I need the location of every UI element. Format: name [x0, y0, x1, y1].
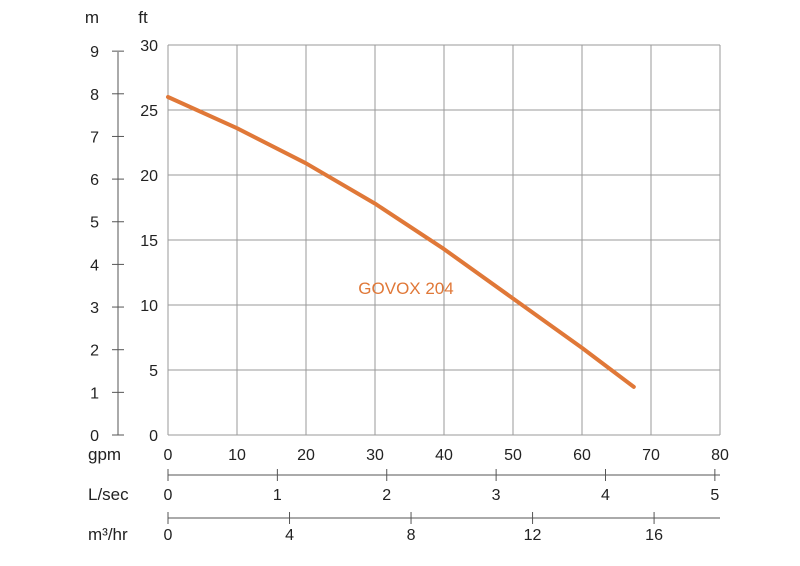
gpm-tick-label: 40	[435, 447, 453, 464]
gpm-tick-label: 80	[711, 447, 729, 464]
meters-tick-label: 0	[90, 428, 99, 445]
liters-per-second-axis-unit: L/sec	[88, 485, 129, 504]
gpm-tick-label: 10	[228, 447, 246, 464]
meters-tick-label: 2	[90, 343, 99, 360]
meters-tick-label: 6	[90, 172, 99, 189]
gpm-axis: 0 10 20 30 40 50 60 70 80 gpm	[88, 445, 729, 464]
feet-axis: 0 5 10 15 20 25 30 ft	[138, 8, 158, 445]
gpm-tick-label: 30	[366, 447, 384, 464]
liters-per-second-tick-label: 2	[382, 487, 391, 504]
liters-per-second-tick-label: 1	[273, 487, 282, 504]
cubic-meters-per-hour-tick-label: 16	[645, 527, 663, 544]
meters-axis-unit: m	[85, 8, 99, 27]
cubic-meters-per-hour-tick-label: 4	[285, 527, 294, 544]
gpm-axis-unit: gpm	[88, 445, 121, 464]
cubic-meters-per-hour-axis-unit: m³/hr	[88, 525, 128, 544]
liters-per-second-axis: 0 1 2 3 4 5 L/sec	[88, 469, 720, 504]
grid	[167, 44, 721, 436]
cubic-meters-per-hour-axis: 0 4 8 12 16 m³/hr	[88, 512, 720, 544]
cubic-meters-per-hour-tick-label: 0	[164, 527, 173, 544]
meters-tick-label: 1	[90, 385, 99, 402]
meters-tick-label: 5	[90, 215, 99, 232]
ft-tick-label: 5	[149, 363, 158, 380]
meters-axis: 0 1 2 3 4 5 6 7 8 9 m	[85, 8, 124, 445]
meters-tick-label: 9	[90, 44, 99, 61]
meters-tick-label: 4	[90, 257, 99, 274]
liters-per-second-tick-label: 0	[164, 487, 173, 504]
series-label-govox-204: GOVOX 204	[358, 279, 453, 298]
meters-tick-label: 7	[90, 129, 99, 146]
ft-tick-label: 25	[140, 103, 158, 120]
ft-tick-label: 15	[140, 233, 158, 250]
meters-tick-label: 8	[90, 87, 99, 104]
ft-tick-label: 0	[149, 428, 158, 445]
gpm-tick-label: 60	[573, 447, 591, 464]
cubic-meters-per-hour-tick-label: 12	[524, 527, 542, 544]
liters-per-second-tick-label: 5	[710, 487, 719, 504]
gpm-tick-label: 0	[164, 447, 173, 464]
liters-per-second-tick-label: 4	[601, 487, 610, 504]
liters-per-second-tick-label: 3	[492, 487, 501, 504]
meters-tick-label: 3	[90, 300, 99, 317]
ft-tick-label: 20	[140, 168, 158, 185]
ft-axis-unit: ft	[138, 8, 148, 27]
ft-tick-label: 10	[140, 298, 158, 315]
ft-tick-label: 30	[140, 38, 158, 55]
series-layer	[166, 95, 636, 389]
gpm-tick-label: 50	[504, 447, 522, 464]
series-line-0	[166, 95, 636, 389]
gpm-tick-label: 20	[297, 447, 315, 464]
cubic-meters-per-hour-tick-label: 8	[407, 527, 416, 544]
gpm-tick-label: 70	[642, 447, 660, 464]
